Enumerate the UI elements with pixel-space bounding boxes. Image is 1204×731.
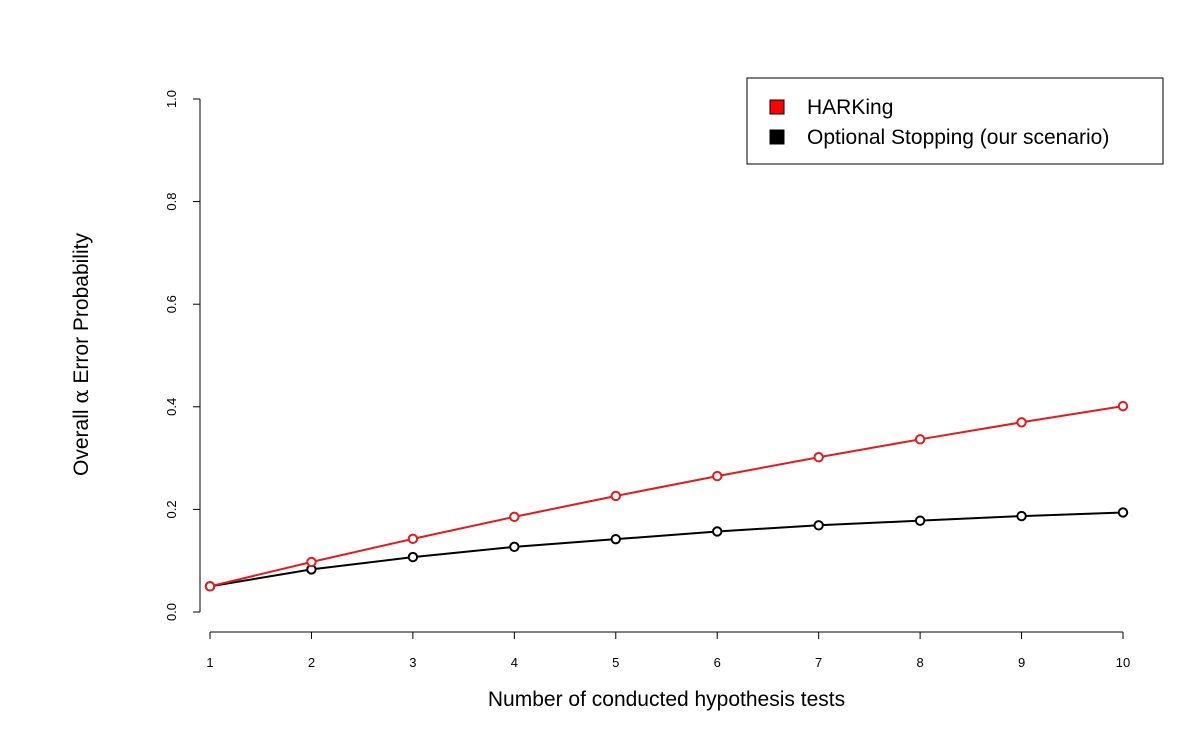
legend: HARKing Optional Stopping (our scenario) <box>746 77 1164 165</box>
data-point <box>1117 507 1129 518</box>
data-point <box>204 581 216 592</box>
data-point <box>712 526 723 537</box>
y-axis-title-prefix: Overall <box>70 404 93 476</box>
series-1 <box>204 507 1129 592</box>
legend-label: HARKing <box>807 96 893 119</box>
x-tick-label: 9 <box>1018 655 1025 670</box>
y-ticks: 0.0 0.2 0.4 0.6 0.8 1.0 <box>164 90 200 621</box>
x-tick-label: 6 <box>714 655 721 670</box>
y-tick-label: 0.6 <box>164 295 179 313</box>
x-tick-label: 5 <box>612 655 619 670</box>
axes: 0.0 0.2 0.4 0.6 0.8 1.0 1 2 3 4 5 6 7 8 9 10 <box>164 90 1130 670</box>
y-tick-label: 0.4 <box>164 398 179 416</box>
legend-swatch <box>769 129 785 145</box>
y-tick-label: 0.8 <box>164 193 179 211</box>
data-point <box>914 515 926 526</box>
y-axis-title: Overall α Error Probability <box>69 233 93 476</box>
data-point <box>407 533 419 545</box>
data-point <box>813 452 824 463</box>
alpha-symbol: α <box>69 389 93 403</box>
legend-box <box>746 77 1164 165</box>
y-tick-label: 0.2 <box>164 500 179 518</box>
data-point <box>1016 510 1027 522</box>
x-tick-label: 7 <box>815 655 822 670</box>
x-tick-label: 3 <box>409 655 416 670</box>
series-0 <box>204 400 1129 592</box>
x-tick-label: 8 <box>916 655 923 670</box>
x-ticks: 1 2 3 4 5 6 7 8 9 10 <box>206 632 1130 670</box>
x-tick-label: 4 <box>511 655 518 670</box>
data-point <box>1117 400 1129 412</box>
x-axis-title: Number of conducted hypothesis tests <box>488 688 845 711</box>
legend-label: Optional Stopping (our scenario) <box>807 126 1109 149</box>
data-point <box>509 541 520 553</box>
data-point <box>407 551 419 563</box>
data-point <box>610 533 621 545</box>
data-point <box>1016 417 1027 428</box>
data-point <box>712 470 723 482</box>
legend-item: HARKing <box>769 96 893 119</box>
data-point <box>813 520 824 531</box>
series-line <box>209 405 1124 588</box>
series-line <box>209 511 1124 588</box>
y-tick-label: 1.0 <box>164 90 179 108</box>
legend-item: Optional Stopping (our scenario) <box>769 126 1109 149</box>
x-tick-label: 10 <box>1116 655 1130 670</box>
x-tick-label: 2 <box>308 655 315 670</box>
legend-swatch <box>769 99 785 115</box>
y-axis-title-suffix: Error Probability <box>70 233 93 390</box>
series <box>204 400 1129 592</box>
data-point <box>914 434 926 445</box>
y-tick-label: 0.0 <box>164 603 179 621</box>
x-tick-label: 1 <box>206 655 213 670</box>
data-point <box>509 511 520 523</box>
legend-items: HARKing Optional Stopping (our scenario) <box>769 96 1109 149</box>
data-point <box>306 556 317 568</box>
data-point <box>610 490 621 502</box>
